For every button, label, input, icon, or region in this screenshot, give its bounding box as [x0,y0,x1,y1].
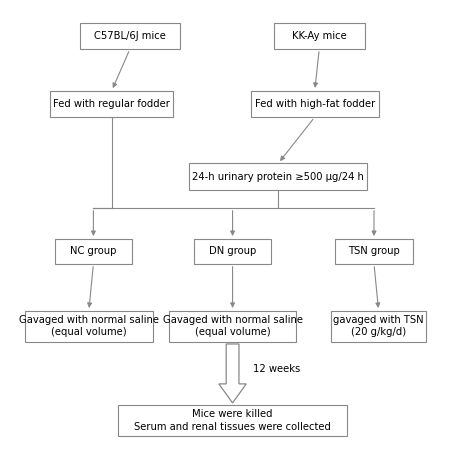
FancyBboxPatch shape [50,91,173,117]
FancyBboxPatch shape [169,311,296,342]
FancyBboxPatch shape [189,164,367,190]
FancyBboxPatch shape [331,311,427,342]
FancyBboxPatch shape [335,239,413,264]
FancyBboxPatch shape [251,91,379,117]
Text: Mice were killed
Serum and renal tissues were collected: Mice were killed Serum and renal tissues… [134,409,331,432]
Text: 24-h urinary protein ≥500 μg/24 h: 24-h urinary protein ≥500 μg/24 h [192,171,364,182]
FancyBboxPatch shape [25,311,153,342]
FancyBboxPatch shape [118,405,346,436]
Text: KK-Ay mice: KK-Ay mice [292,31,346,41]
Text: NC group: NC group [70,246,117,256]
Text: DN group: DN group [209,246,256,256]
Polygon shape [219,344,246,403]
Text: Gavaged with normal saline
(equal volume): Gavaged with normal saline (equal volume… [163,315,302,337]
Text: TSN group: TSN group [348,246,400,256]
FancyBboxPatch shape [194,239,271,264]
FancyBboxPatch shape [273,23,365,49]
FancyBboxPatch shape [55,239,132,264]
Text: Gavaged with normal saline
(equal volume): Gavaged with normal saline (equal volume… [19,315,159,337]
Text: gavaged with TSN
(20 g/kg/d): gavaged with TSN (20 g/kg/d) [333,315,424,337]
Text: Fed with high-fat fodder: Fed with high-fat fodder [255,99,375,109]
Text: Fed with regular fodder: Fed with regular fodder [53,99,170,109]
FancyBboxPatch shape [80,23,180,49]
Text: 12 weeks: 12 weeks [253,364,301,374]
Text: C57BL/6J mice: C57BL/6J mice [94,31,166,41]
